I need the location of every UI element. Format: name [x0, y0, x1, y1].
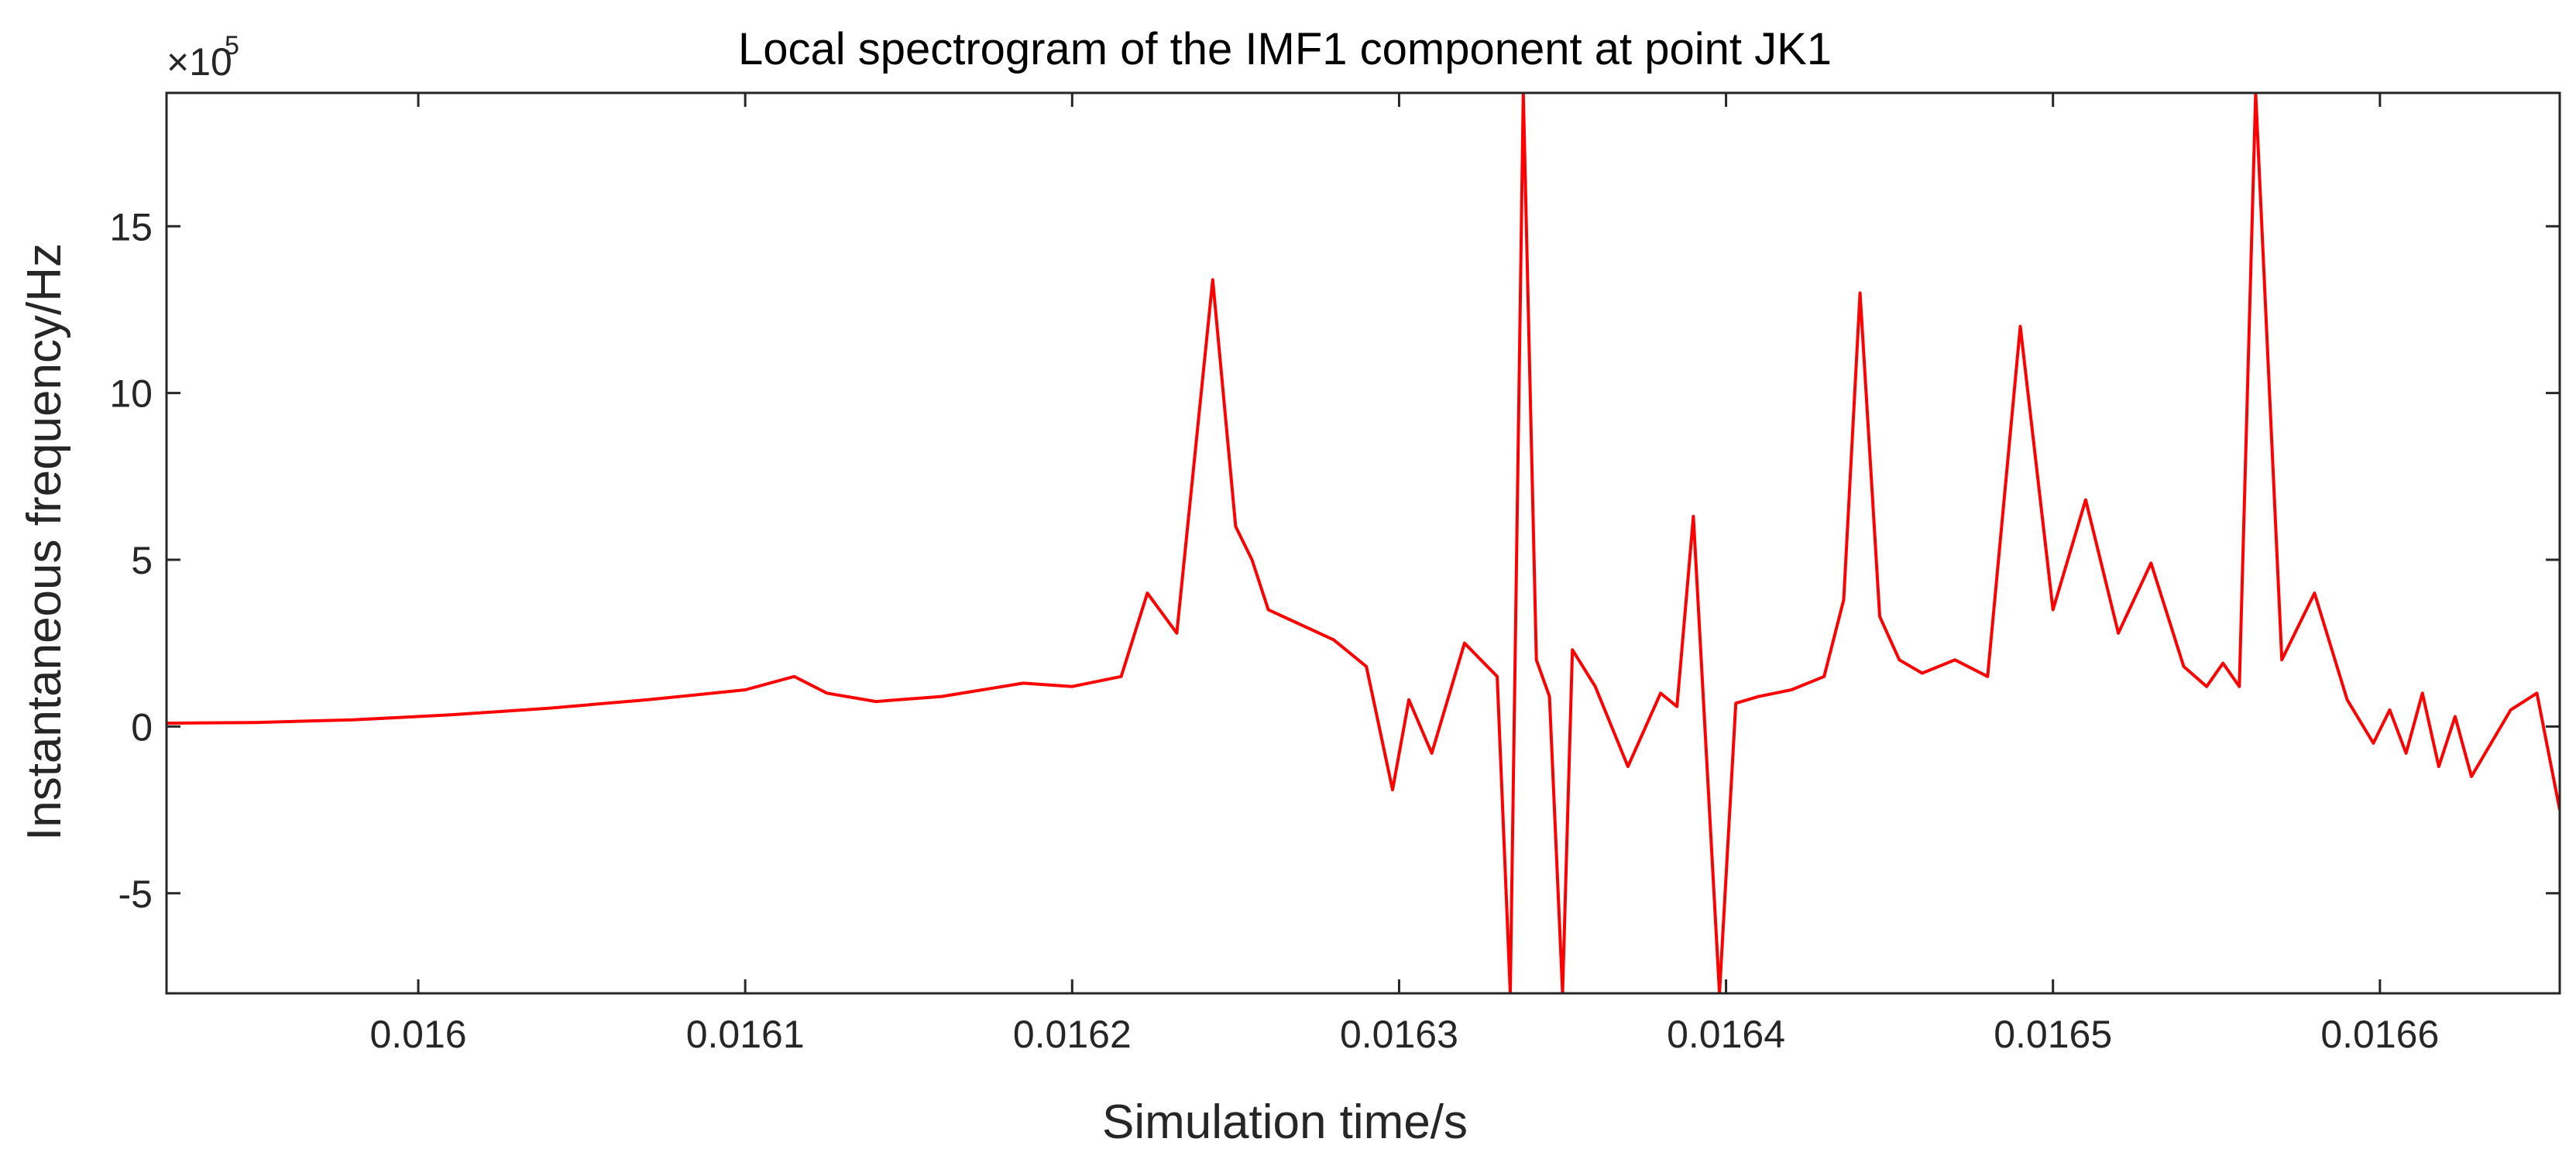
x-tick-label: 0.0166	[2320, 1013, 2439, 1056]
x-axis-label: Simulation time/s	[1102, 1096, 1468, 1149]
y-axis-exponent-power: 5	[225, 31, 239, 60]
y-axis-exponent: ×10 5	[167, 31, 239, 84]
plot-frame	[165, 91, 2561, 995]
series-line	[167, 93, 2560, 993]
x-tick-label: 0.0165	[1994, 1013, 2112, 1056]
x-tick-label: 0.0164	[1667, 1013, 1785, 1056]
y-tick-label: -5	[118, 873, 153, 916]
y-axis-label: Instantaneous frequency/Hz	[18, 243, 71, 841]
x-tick-label: 0.0162	[1013, 1013, 1132, 1056]
y-tick-label: 5	[131, 539, 153, 582]
x-tick-label: 0.016	[369, 1013, 466, 1056]
chart-title: Local spectrogram of the IMF1 component …	[738, 24, 1832, 74]
plot-area	[165, 91, 2561, 995]
y-tick-label: 0	[131, 705, 153, 749]
plot-background	[167, 93, 2560, 993]
y-tick-label: 15	[109, 205, 153, 249]
y-axis-ticks: -5 0 5 10 15	[109, 205, 153, 915]
tick-marks	[167, 93, 2560, 993]
y-axis-exponent-base: ×10	[167, 40, 232, 84]
y-tick-label: 10	[109, 372, 153, 416]
series-layer	[167, 93, 2560, 993]
x-axis-ticks: 0.016 0.0161 0.0162 0.0163 0.0164 0.0165 0.016…	[369, 1013, 2439, 1056]
x-tick-label: 0.0161	[686, 1013, 805, 1056]
x-tick-label: 0.0163	[1340, 1013, 1458, 1056]
